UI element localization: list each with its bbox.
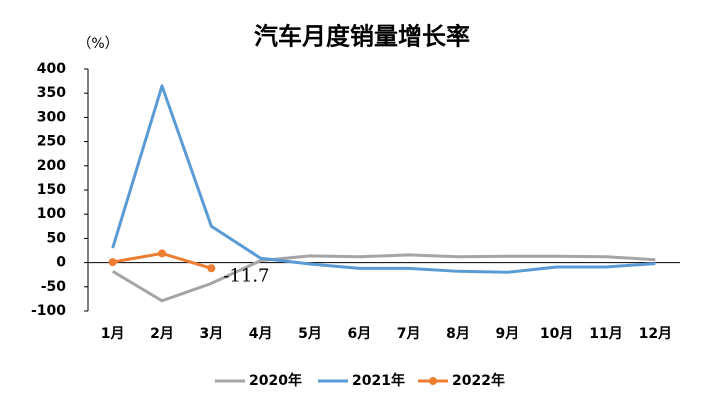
y-tick-label: 300 [37, 109, 66, 125]
y-unit: （%） [77, 36, 118, 52]
y-tick-label: 0 [56, 255, 66, 271]
y-tick-label: 200 [37, 158, 66, 174]
y-tick-label: 100 [37, 206, 66, 222]
x-tick-label: 1月 [101, 326, 125, 342]
chart-title: 汽车月度销量增长率 [254, 22, 470, 51]
series-line [111, 84, 656, 274]
x-tick-label: 11月 [589, 326, 622, 342]
point [108, 258, 117, 267]
x-tick-label: 9月 [495, 326, 519, 342]
y-tick-label: -100 [31, 303, 66, 319]
x-tick-label: 3月 [199, 326, 223, 342]
point [207, 264, 216, 273]
x-tick-label: 2月 [150, 326, 174, 342]
x-tick-label: 12月 [639, 326, 672, 342]
y-tick-label: 400 [37, 61, 66, 77]
legend-label: 2022年 [452, 372, 505, 389]
y-tick-label: -50 [41, 279, 67, 295]
legend-label: 2020年 [249, 372, 302, 389]
x-tick-label: 7月 [397, 326, 421, 342]
point [158, 249, 166, 258]
x-tick-label: 4月 [249, 326, 273, 342]
x-tick-label: 5月 [298, 326, 322, 342]
legend-label: 2021年 [352, 372, 405, 389]
y-tick-label: 50 [47, 230, 67, 246]
x-tick-label: 6月 [347, 326, 371, 342]
x-tick-label: 8月 [446, 326, 470, 342]
y-tick-label: 250 [37, 134, 66, 150]
y-tick-label: 150 [37, 182, 66, 198]
x-tick-label: 10月 [540, 326, 573, 342]
series-line [111, 253, 656, 303]
y-tick-label: 350 [37, 85, 66, 101]
legend-marker [429, 377, 437, 385]
data-label: -11.7 [223, 265, 269, 286]
